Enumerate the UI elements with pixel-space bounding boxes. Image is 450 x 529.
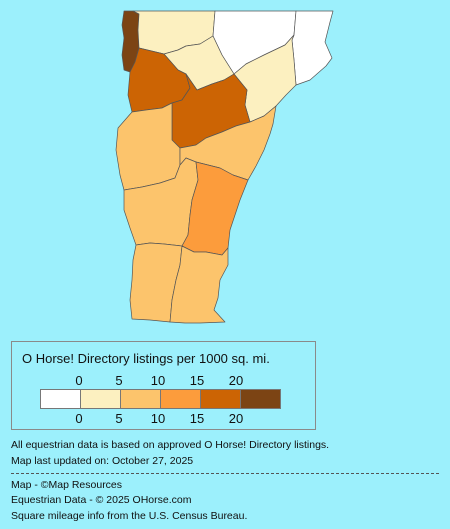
legend-swatch [161, 390, 201, 408]
legend-tick: 0 [75, 373, 83, 388]
legend-color-scale [40, 389, 281, 409]
legend-tick: 0 [75, 411, 83, 426]
data-credit: Equestrian Data - © 2025 OHorse.com [11, 494, 192, 506]
legend-tick: 15 [189, 411, 205, 426]
legend-swatch [121, 390, 161, 408]
legend-tick: 10 [150, 373, 166, 388]
legend: O Horse! Directory listings per 1000 sq.… [11, 341, 316, 430]
legend-swatch [81, 390, 121, 408]
county-essex[interactable] [291, 10, 334, 86]
county-windham[interactable] [169, 245, 229, 324]
county-addison[interactable] [115, 102, 181, 191]
divider [11, 473, 439, 474]
legend-tick: 20 [228, 373, 244, 388]
map-credit: Map - ©Map Resources [11, 479, 123, 491]
legend-tick: 20 [228, 411, 244, 426]
legend-tick: 10 [150, 411, 166, 426]
census-credit: Square mileage info from the U.S. Census… [11, 510, 248, 522]
legend-tick: 15 [189, 373, 205, 388]
legend-title: O Horse! Directory listings per 1000 sq.… [22, 351, 270, 366]
legend-tick: 5 [115, 411, 123, 426]
vermont-county-map [115, 10, 334, 324]
legend-swatch [41, 390, 81, 408]
legend-swatch [241, 390, 280, 408]
last-updated: Map last updated on: October 27, 2025 [11, 455, 194, 467]
legend-tick: 5 [115, 373, 123, 388]
legend-swatch [201, 390, 241, 408]
data-note: All equestrian data is based on approved… [11, 439, 330, 451]
